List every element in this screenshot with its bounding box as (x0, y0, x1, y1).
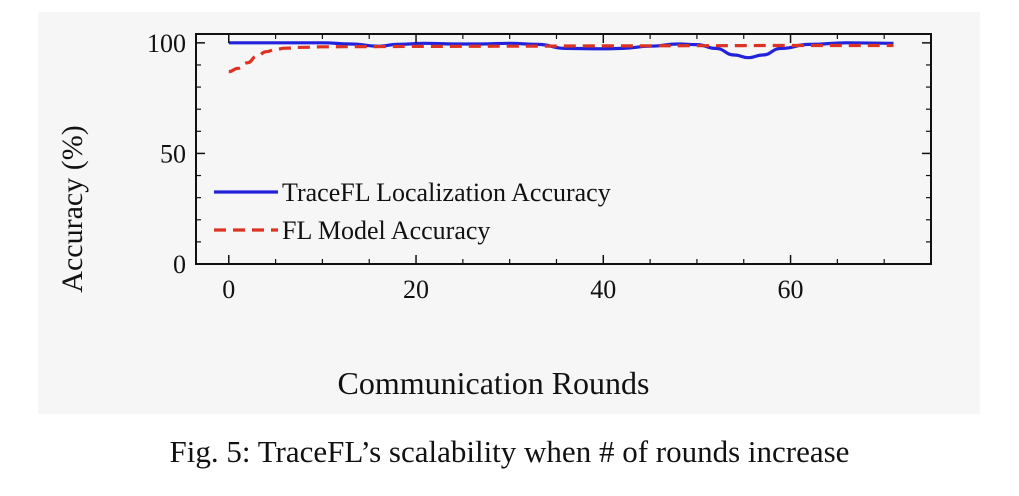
figure-area: 0 20 40 60 0 50 100 TraceFL Localization Accur… (38, 12, 980, 414)
legend: TraceFL Localization Accuracy FL Model A… (214, 178, 611, 245)
plot-frame (195, 33, 932, 265)
figure-caption: Fig. 5: TraceFL’s scalability when # of … (169, 434, 850, 469)
x-tick-label: 40 (590, 275, 616, 304)
y-tick-label: 0 (173, 250, 186, 279)
y-axis-label: Accuracy (%) (56, 125, 89, 292)
chart-svg: 0 20 40 60 0 50 100 TraceFL Localization Accur… (56, 29, 932, 401)
legend-label-tracefl: TraceFL Localization Accuracy (282, 178, 611, 207)
y-tick-label: 50 (160, 139, 186, 168)
x-axis-label: Communication Rounds (338, 365, 650, 401)
series-line-fl-model (228, 43, 894, 74)
x-tick-label: 20 (403, 275, 429, 304)
x-tick-label: 60 (778, 275, 804, 304)
legend-label-fl-model: FL Model Accuracy (282, 216, 490, 245)
x-tick-label: 0 (222, 275, 235, 304)
y-tick-label: 100 (147, 29, 186, 58)
series-layer (228, 41, 894, 74)
ticks-layer: 0 20 40 60 0 50 100 (147, 29, 931, 304)
